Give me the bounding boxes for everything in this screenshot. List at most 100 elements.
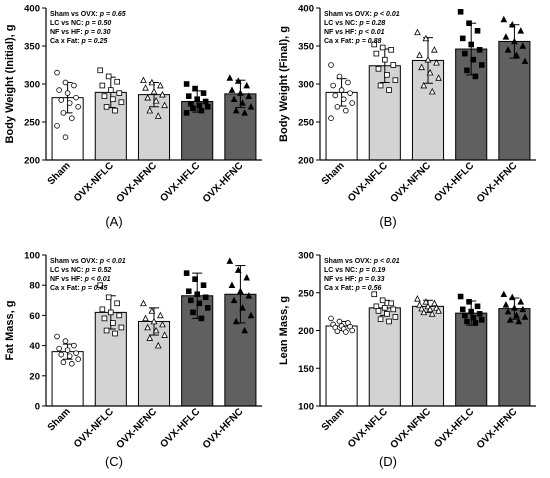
data-point xyxy=(478,317,485,323)
data-point xyxy=(105,294,112,301)
data-point xyxy=(345,79,351,86)
data-point xyxy=(457,293,464,300)
panel-label: (B) xyxy=(379,214,396,229)
y-tick-label: 200 xyxy=(298,326,314,337)
stat-label: Ca x Fat: xyxy=(324,38,356,45)
x-tick-label: Sham xyxy=(320,160,347,187)
bar xyxy=(368,307,401,407)
data-point xyxy=(239,99,246,106)
data-point xyxy=(428,87,436,95)
data-point xyxy=(336,318,343,325)
data-point xyxy=(508,293,516,301)
y-tick-label: 60 xyxy=(29,311,40,322)
y-tick-label: 350 xyxy=(24,42,40,53)
data-point xyxy=(476,311,483,317)
data-point xyxy=(69,360,75,367)
y-tick-label: 80 xyxy=(29,281,40,292)
stat-annotation: Ca x Fat: p = 0.45 xyxy=(50,285,108,292)
data-point xyxy=(433,59,440,66)
data-point xyxy=(474,27,481,34)
data-point xyxy=(226,257,234,264)
x-tick-label: OVX-NFLC xyxy=(346,160,390,204)
stat-annotation: NF vs HF: p < 0.01 xyxy=(50,276,111,283)
data-point xyxy=(426,305,434,313)
stat-label: Ca x Fat: xyxy=(50,38,82,45)
y-tick-label: 300 xyxy=(298,251,314,262)
data-point xyxy=(338,87,345,93)
data-point xyxy=(418,63,426,71)
data-point xyxy=(200,282,207,288)
data-point xyxy=(116,90,123,96)
data-point xyxy=(392,314,399,320)
data-point xyxy=(60,110,67,116)
data-point xyxy=(328,62,334,68)
stat-label: NF vs HF: xyxy=(50,29,85,36)
data-point xyxy=(196,102,203,109)
data-point xyxy=(105,73,112,80)
data-point xyxy=(188,100,194,107)
data-point xyxy=(200,90,207,96)
data-point xyxy=(470,56,477,63)
stat-label: Sham vs OVX: xyxy=(324,258,374,265)
y-tick-label: 0 xyxy=(35,402,40,413)
y-tick-label: 400 xyxy=(24,4,40,15)
data-point xyxy=(228,281,236,289)
data-point xyxy=(384,311,390,317)
stat-p-value: p < 0.01 xyxy=(358,29,385,36)
data-point xyxy=(336,73,343,80)
data-point xyxy=(332,92,339,99)
data-point xyxy=(64,347,71,353)
data-point xyxy=(500,290,508,298)
data-point xyxy=(241,326,248,334)
data-point xyxy=(414,28,421,36)
stat-label: Ca x Fat: xyxy=(324,285,356,292)
data-point xyxy=(192,85,198,92)
data-point xyxy=(468,308,474,315)
data-point xyxy=(340,96,347,102)
stat-annotation: Sham vs OVX: p < 0.01 xyxy=(324,11,400,18)
panel-label: (D) xyxy=(379,454,397,469)
stat-p-value: p = 0.25 xyxy=(81,38,108,45)
stat-annotation: LC vs NC: p = 0.28 xyxy=(324,20,385,27)
data-point xyxy=(97,282,104,288)
x-tick-label: OVX-HFNC xyxy=(201,406,246,451)
data-point xyxy=(69,115,75,121)
data-point xyxy=(75,104,81,110)
data-point xyxy=(420,308,428,316)
y-tick-label: 250 xyxy=(298,288,314,299)
y-tick-label: 100 xyxy=(298,402,314,413)
data-point xyxy=(99,306,106,313)
y-tick-label: 250 xyxy=(24,118,40,129)
x-tick-label: OVX-HFLC xyxy=(432,406,476,450)
bar xyxy=(325,325,358,407)
data-point xyxy=(418,304,426,312)
data-point xyxy=(513,51,520,58)
data-point xyxy=(161,101,168,109)
x-tick-label: OVX-NFNC xyxy=(114,406,159,451)
x-tick-label: OVX-HFLC xyxy=(432,160,476,204)
data-point xyxy=(204,305,211,311)
data-point xyxy=(228,86,236,93)
data-point xyxy=(504,46,512,53)
data-point xyxy=(73,94,79,101)
stat-label: Sham vs OVX: xyxy=(50,11,100,18)
data-point xyxy=(237,89,244,96)
stat-label: NF vs HF: xyxy=(324,29,359,36)
data-point xyxy=(73,350,79,356)
x-tick-label: Sham xyxy=(46,160,73,187)
data-point xyxy=(198,315,205,322)
data-point xyxy=(243,81,251,89)
x-tick-label: OVX-HFNC xyxy=(475,160,520,205)
data-point xyxy=(232,317,240,325)
data-point xyxy=(112,107,118,114)
data-point xyxy=(521,313,529,320)
x-tick-label: OVX-HFLC xyxy=(158,406,202,450)
stat-p-value: p = 0.19 xyxy=(358,267,385,274)
data-point xyxy=(183,81,190,87)
stat-label: LC vs NC: xyxy=(324,267,359,274)
data-point xyxy=(185,288,192,295)
data-point xyxy=(384,72,390,78)
data-point xyxy=(239,304,246,311)
